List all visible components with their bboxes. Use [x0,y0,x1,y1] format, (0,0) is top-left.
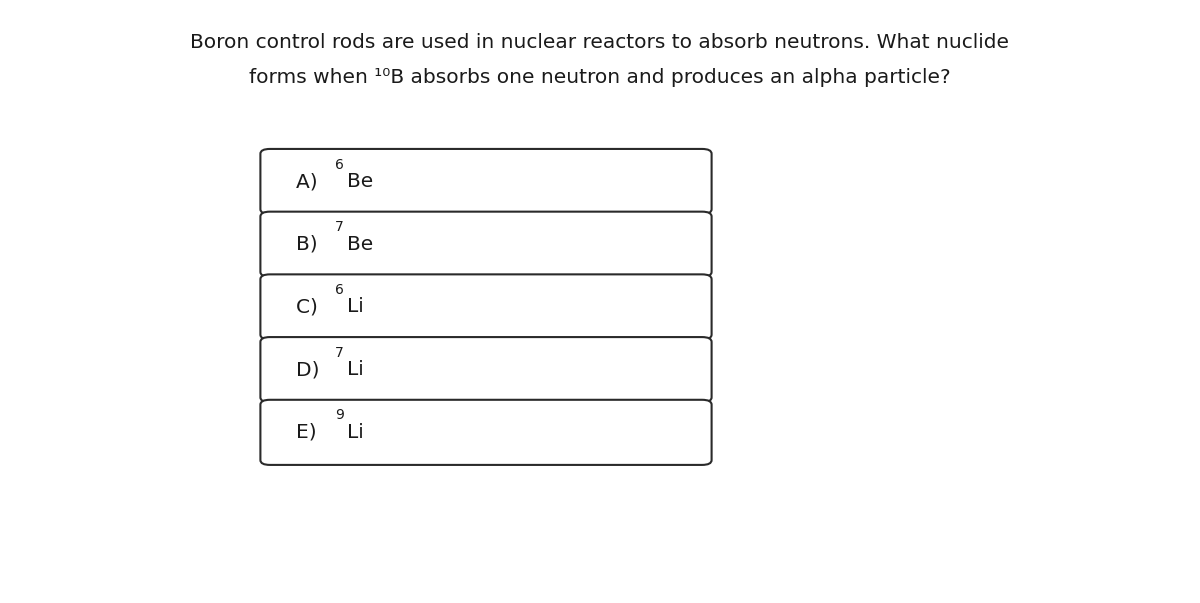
Text: 6: 6 [335,157,343,172]
Text: B): B) [296,235,324,254]
Text: 7: 7 [335,346,343,360]
Text: forms when ¹⁰B absorbs one neutron and produces an alpha particle?: forms when ¹⁰B absorbs one neutron and p… [250,68,950,87]
Text: Li: Li [347,423,364,442]
Text: E): E) [296,423,324,442]
Text: Li: Li [347,297,364,317]
Text: D): D) [296,360,326,379]
Text: 6: 6 [335,283,343,297]
Text: A): A) [296,172,324,191]
Text: 9: 9 [335,408,343,423]
Text: Be: Be [347,172,373,191]
Text: C): C) [296,297,325,317]
Text: Be: Be [347,235,373,254]
Text: Li: Li [347,360,364,379]
Text: Boron control rods are used in nuclear reactors to absorb neutrons. What nuclide: Boron control rods are used in nuclear r… [191,33,1009,52]
Text: 7: 7 [335,220,343,235]
